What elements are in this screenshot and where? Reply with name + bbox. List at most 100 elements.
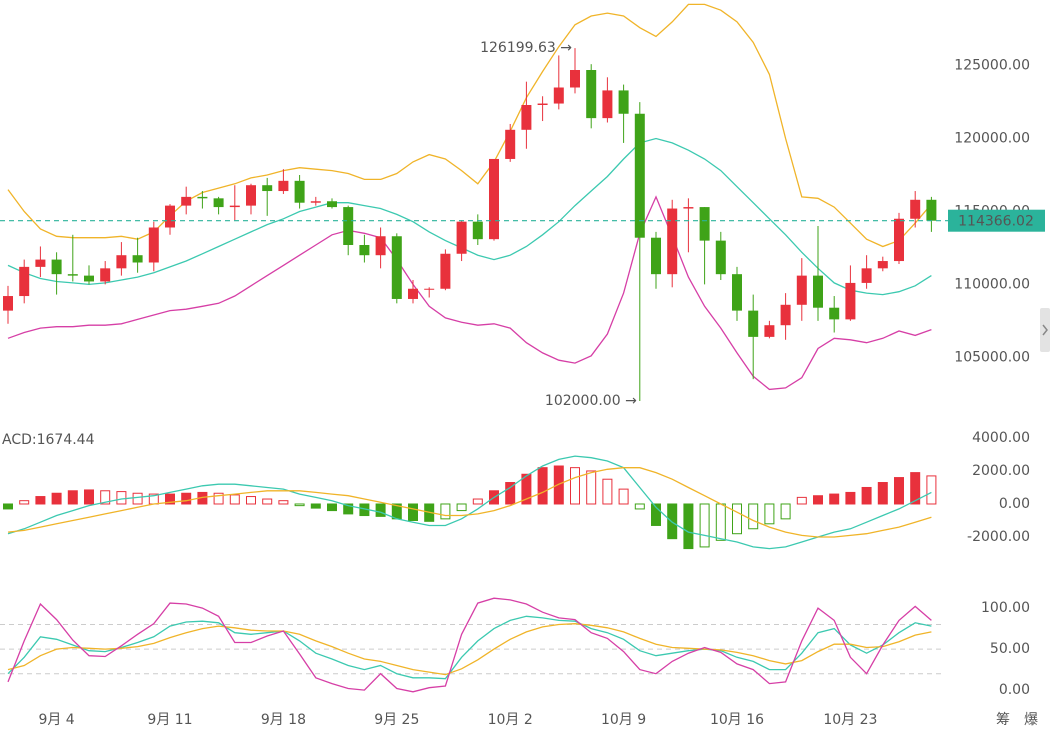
macd-bar bbox=[35, 496, 46, 505]
candle-body bbox=[489, 158, 499, 240]
candle-body bbox=[375, 236, 386, 256]
candle-body bbox=[327, 201, 337, 208]
macd-bar bbox=[100, 490, 111, 505]
candle-body bbox=[456, 221, 467, 254]
x-tick-label: 10月 9 bbox=[601, 712, 646, 728]
macd-bar bbox=[294, 503, 305, 507]
x-tick-label: 9月 18 bbox=[261, 712, 306, 728]
macd-bar bbox=[213, 492, 224, 505]
indicator-line bbox=[7, 623, 932, 676]
candle-body bbox=[764, 325, 775, 337]
candle-body bbox=[181, 196, 192, 206]
macd-bar bbox=[796, 496, 807, 505]
candle-body bbox=[262, 185, 273, 192]
candle-body bbox=[294, 180, 305, 203]
candle-body bbox=[19, 266, 30, 297]
candle-body bbox=[829, 307, 840, 320]
candle-body bbox=[813, 275, 823, 308]
candle-body bbox=[505, 129, 516, 159]
candle-body bbox=[732, 274, 742, 311]
y-tick-label: 0.00 bbox=[999, 496, 1030, 512]
macd-bar bbox=[715, 503, 726, 541]
candle-body bbox=[894, 218, 904, 262]
macd-bar bbox=[229, 494, 240, 505]
candle-body bbox=[35, 259, 46, 267]
macd-bar bbox=[910, 472, 921, 505]
macd-bar bbox=[845, 491, 856, 505]
candle-body bbox=[570, 70, 580, 88]
candle-body bbox=[926, 199, 937, 221]
macd-bar bbox=[634, 503, 645, 510]
macd-bar bbox=[19, 500, 30, 505]
macd-bar bbox=[537, 467, 548, 505]
macd-bar bbox=[165, 493, 175, 505]
indicator-line bbox=[7, 597, 932, 693]
indicator-line bbox=[7, 137, 932, 296]
candle-body bbox=[602, 90, 613, 119]
candle-body bbox=[246, 185, 256, 206]
candle-body bbox=[51, 259, 62, 275]
macd-bar bbox=[683, 503, 694, 550]
macd-bar bbox=[618, 488, 629, 505]
candle-body bbox=[116, 255, 127, 269]
macd-bar bbox=[505, 482, 516, 505]
macd-bar bbox=[602, 478, 613, 505]
extreme-label: 126199.63 → bbox=[480, 40, 572, 56]
y-tick-label: 4000.00 bbox=[972, 430, 1030, 446]
macd-bar bbox=[780, 503, 791, 520]
candle-body bbox=[359, 245, 370, 256]
candle-body bbox=[278, 180, 289, 192]
candle-body bbox=[310, 201, 321, 203]
candle-body bbox=[67, 274, 78, 276]
y-tick-label: -2000.00 bbox=[967, 529, 1030, 545]
side-tab[interactable] bbox=[1040, 308, 1050, 352]
candle-body bbox=[343, 207, 354, 245]
macd-bar bbox=[586, 470, 597, 505]
candle-body bbox=[877, 261, 888, 269]
candle-body bbox=[197, 196, 208, 199]
candle-body bbox=[845, 282, 856, 320]
y-tick-label: 0.00 bbox=[999, 682, 1030, 698]
macd-bar bbox=[472, 498, 483, 505]
toolbar-button[interactable]: 爆 bbox=[1024, 712, 1038, 728]
indicator-line bbox=[7, 467, 932, 538]
toolbar-button[interactable]: 筹 bbox=[996, 711, 1010, 728]
candle-body bbox=[634, 113, 645, 238]
macd-bar bbox=[327, 503, 337, 512]
candle-body bbox=[537, 103, 548, 105]
macd-bar bbox=[926, 475, 937, 505]
macd-bar bbox=[408, 503, 418, 522]
y-tick-label: 120000.00 bbox=[954, 131, 1030, 147]
candle-body bbox=[229, 205, 240, 208]
candle-body bbox=[618, 90, 629, 114]
macd-bar bbox=[51, 492, 62, 505]
candle-body bbox=[84, 275, 94, 282]
candle-body bbox=[391, 236, 402, 299]
macd-bar bbox=[732, 503, 742, 535]
macd-bar bbox=[553, 465, 564, 505]
indicator-line bbox=[7, 3, 932, 248]
x-tick-label: 9月 4 bbox=[38, 712, 74, 728]
macd-bar bbox=[67, 490, 78, 505]
macd-bar bbox=[861, 486, 872, 505]
candle-body bbox=[440, 253, 451, 289]
indicator-line bbox=[7, 195, 932, 391]
last-price-label: 114366.02 bbox=[958, 214, 1034, 230]
macd-bar bbox=[343, 503, 354, 515]
macd-bar bbox=[699, 503, 710, 548]
y-tick-label: 105000.00 bbox=[954, 349, 1030, 365]
macd-bar bbox=[84, 489, 94, 505]
macd-bar bbox=[813, 495, 823, 505]
macd-bar bbox=[278, 500, 289, 505]
candle-body bbox=[3, 296, 13, 311]
candle-body bbox=[521, 105, 532, 130]
candle-body bbox=[748, 310, 759, 337]
macd-bar bbox=[764, 503, 775, 525]
candle-body bbox=[100, 268, 111, 282]
side-tab-arrow bbox=[1042, 324, 1048, 336]
macd-bar bbox=[521, 473, 532, 505]
candle-body bbox=[553, 87, 564, 104]
candle-body bbox=[699, 207, 710, 241]
candle-body bbox=[424, 288, 435, 290]
macd-bar bbox=[456, 503, 467, 512]
